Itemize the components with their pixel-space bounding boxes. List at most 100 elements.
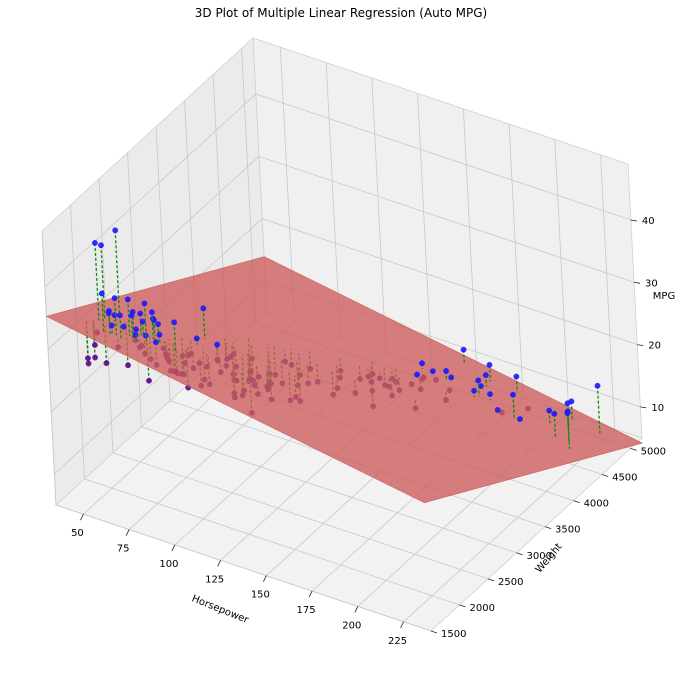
x-tick-mark bbox=[308, 590, 313, 598]
y-tick-mark bbox=[630, 448, 637, 451]
x-tick-mark bbox=[354, 606, 359, 613]
data-point bbox=[106, 308, 112, 314]
residual-line bbox=[113, 298, 118, 336]
y-tick-mark bbox=[516, 552, 523, 556]
data-point bbox=[111, 312, 118, 318]
z-axis-label: MPG bbox=[653, 291, 675, 302]
x-tick-label: 50 bbox=[71, 528, 84, 539]
data-point bbox=[146, 377, 152, 384]
y-tick-mark bbox=[459, 604, 466, 608]
tick-layer: 50 75 100 125 150 175 200 225 1500 2000 2500 3000 35… bbox=[71, 216, 666, 647]
data-point bbox=[487, 391, 493, 397]
residual-line bbox=[151, 312, 154, 340]
x-tick-mark bbox=[263, 575, 267, 582]
data-point bbox=[137, 310, 144, 317]
data-point bbox=[443, 368, 449, 374]
y-tick-label: 1500 bbox=[441, 629, 466, 640]
data-point bbox=[128, 312, 135, 319]
data-point bbox=[448, 374, 455, 381]
residual-line bbox=[553, 413, 557, 439]
y-tick-mark bbox=[430, 630, 438, 634]
data-point bbox=[513, 373, 520, 380]
y-tick-label: 4000 bbox=[584, 499, 609, 510]
x-axis-label: Horsepower bbox=[190, 593, 251, 626]
residual-line bbox=[202, 308, 206, 340]
plot-layer bbox=[45, 227, 644, 504]
residual-line bbox=[146, 341, 150, 381]
data-point bbox=[486, 361, 493, 368]
data-point bbox=[156, 331, 163, 338]
residual-line bbox=[512, 394, 515, 419]
y-tick-label: 3500 bbox=[555, 525, 580, 536]
y-gridline bbox=[70, 204, 460, 606]
data-point bbox=[98, 290, 105, 297]
data-point bbox=[112, 227, 119, 234]
x-tick-label: 225 bbox=[388, 636, 407, 647]
residual-line bbox=[108, 311, 111, 335]
data-point bbox=[108, 322, 115, 329]
z-tick-label: 10 bbox=[651, 403, 664, 414]
data-point bbox=[214, 341, 221, 348]
y-tick-label: 4500 bbox=[612, 473, 637, 484]
residual-line bbox=[101, 293, 105, 334]
x-gridline bbox=[403, 154, 616, 623]
data-point bbox=[471, 387, 477, 394]
residual-line bbox=[596, 385, 601, 434]
x-tick-label: 200 bbox=[342, 620, 361, 631]
y-tick-label: 2500 bbox=[498, 577, 523, 588]
residual-line bbox=[100, 245, 106, 319]
data-point bbox=[149, 309, 155, 316]
y-tick-mark bbox=[487, 578, 495, 582]
data-point bbox=[200, 305, 207, 312]
data-point bbox=[117, 312, 123, 319]
y-gridline bbox=[41, 230, 432, 632]
x-tick-mark bbox=[80, 514, 84, 521]
residual-line bbox=[119, 315, 122, 340]
chart-title: 3D Plot of Multiple Linear Regression (A… bbox=[195, 6, 487, 20]
y-tick-mark bbox=[573, 500, 580, 503]
y-tick-label: 5000 bbox=[641, 446, 666, 457]
y-tick-label: 3000 bbox=[527, 551, 552, 562]
data-point bbox=[120, 323, 127, 330]
residual-line bbox=[566, 411, 571, 449]
x-tick-label: 125 bbox=[205, 574, 224, 585]
data-point bbox=[510, 391, 516, 398]
data-point bbox=[564, 408, 571, 415]
y-tick-label: 2000 bbox=[470, 603, 495, 614]
data-point bbox=[494, 407, 501, 413]
residual-line bbox=[570, 401, 573, 420]
data-point bbox=[193, 335, 200, 342]
data-point bbox=[132, 332, 139, 338]
x-tick-label: 75 bbox=[117, 544, 130, 555]
x-tick-mark bbox=[125, 529, 130, 536]
y-gridline bbox=[98, 178, 489, 580]
data-point bbox=[152, 339, 159, 346]
data-point bbox=[482, 372, 489, 378]
z-tick-label: 40 bbox=[642, 216, 655, 227]
z-tick-label: 20 bbox=[648, 341, 661, 352]
residual-line bbox=[139, 313, 142, 336]
z-gridline bbox=[44, 93, 632, 288]
data-point bbox=[594, 382, 601, 389]
data-point bbox=[92, 240, 98, 246]
data-point bbox=[475, 377, 482, 384]
regression-plane bbox=[45, 256, 644, 504]
residual-line bbox=[143, 303, 148, 345]
x-tick-mark bbox=[171, 544, 176, 552]
data-point bbox=[133, 326, 139, 333]
data-point bbox=[141, 300, 148, 307]
data-point bbox=[460, 346, 467, 353]
data-point bbox=[414, 371, 420, 378]
x-tick-label: 100 bbox=[159, 559, 178, 570]
data-point bbox=[103, 360, 110, 367]
data-point bbox=[546, 407, 553, 414]
residual-line bbox=[131, 311, 135, 335]
z-tick-mark bbox=[640, 406, 647, 409]
z-gridline bbox=[47, 155, 635, 350]
data-point bbox=[551, 410, 558, 417]
data-point bbox=[171, 319, 178, 326]
data-point bbox=[125, 362, 131, 369]
residual-line bbox=[94, 242, 100, 321]
data-point bbox=[517, 416, 523, 422]
